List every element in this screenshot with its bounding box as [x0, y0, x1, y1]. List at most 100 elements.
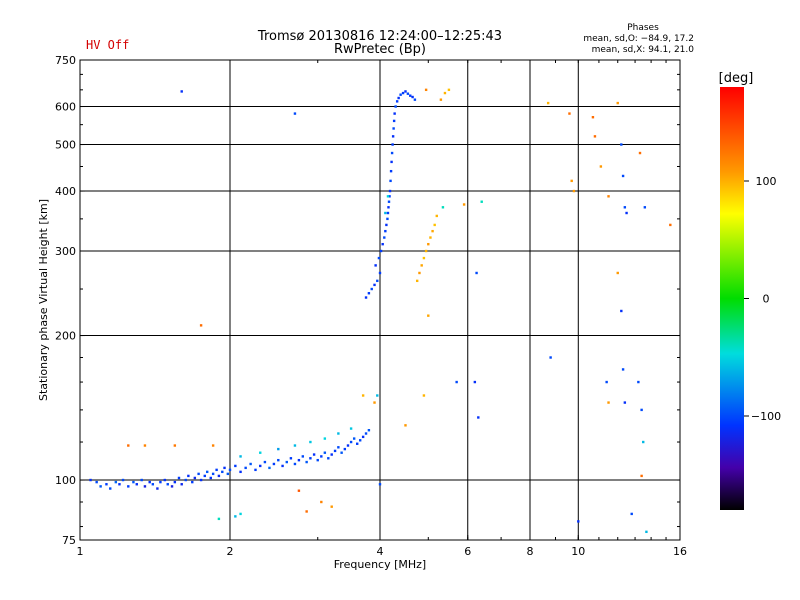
data-point [312, 453, 316, 456]
phases-o-stats: mean, sd,O: −84.9, 17.2 [583, 34, 694, 44]
data-point [427, 314, 430, 317]
data-point [135, 483, 138, 486]
data-point [621, 174, 625, 178]
data-point [443, 91, 447, 95]
x-tick-label: 8 [527, 545, 534, 558]
data-point [455, 380, 458, 384]
data-point [386, 211, 390, 215]
data-point [620, 309, 623, 313]
x-tick-label: 4 [377, 545, 384, 558]
data-point [435, 214, 438, 218]
colorbar-tick-label: 0 [763, 293, 770, 306]
data-point [413, 98, 417, 101]
data-point [385, 223, 388, 227]
data-point [391, 135, 395, 138]
data-point [370, 287, 373, 291]
data-point [374, 264, 377, 267]
data-point [156, 487, 159, 490]
x-tick-label: 6 [464, 545, 471, 558]
data-point [211, 444, 215, 447]
data-point [327, 457, 330, 460]
data-point [623, 206, 627, 209]
y-tick-label: 600 [55, 101, 76, 114]
colorbar-ticks: 100 0 −100 [744, 175, 781, 423]
data-point [140, 478, 143, 482]
data-point [170, 485, 174, 488]
y-tick-label: 500 [55, 139, 76, 152]
data-point [297, 458, 301, 462]
data-point [373, 283, 376, 287]
data-point [630, 512, 633, 516]
data-point [383, 236, 386, 239]
data-point [323, 437, 327, 440]
data-point [109, 487, 112, 490]
data-point [637, 380, 640, 384]
y-tick-label: 300 [55, 245, 76, 258]
data-point [367, 292, 371, 295]
data-point [376, 279, 379, 283]
data-point [289, 457, 293, 460]
data-point [330, 505, 333, 508]
data-point [277, 458, 280, 462]
data-point [379, 249, 383, 253]
hv-status: HV Off [86, 38, 129, 52]
data-point [424, 249, 428, 253]
x-tick-label: 1 [77, 545, 84, 558]
data-point [367, 429, 371, 432]
colorbar-tick-label: −100 [751, 410, 781, 423]
data-point [623, 401, 627, 404]
data-point [180, 483, 183, 486]
data-point [187, 474, 190, 478]
data-point [89, 478, 92, 482]
data-point [392, 119, 396, 123]
data-point [570, 179, 573, 183]
data-point [293, 462, 297, 466]
x-axis-ticks: 1 2 4 6 8 10 16 [77, 60, 687, 558]
data-point [349, 427, 353, 430]
data-point [199, 324, 203, 327]
data-point [352, 437, 356, 440]
data-point [337, 446, 340, 449]
data-point [616, 101, 619, 105]
y-axis-label: Stationary phase Virtual Height [km] [37, 199, 50, 401]
chart-subtitle: RwPretec (Bp) [334, 42, 426, 57]
y-axis-ticks: 75 100 200 300 400 500 600 750 [55, 54, 680, 547]
data-point [401, 91, 405, 95]
data-point [343, 447, 347, 451]
data-point [429, 236, 432, 239]
data-point [406, 92, 410, 95]
data-point [439, 98, 443, 101]
data-point [272, 462, 276, 466]
data-point [95, 480, 98, 484]
data-point [320, 500, 323, 504]
chart-title: Tromsø 20130816 12:24:00–12:25:43 [257, 29, 502, 44]
data-point [173, 444, 177, 447]
data-point [392, 127, 395, 130]
data-point [305, 510, 308, 513]
data-point [475, 271, 478, 275]
data-point [625, 211, 628, 215]
data-point [349, 440, 353, 444]
y-tick-label: 750 [55, 54, 76, 67]
data-point [378, 483, 382, 486]
data-point [217, 517, 221, 521]
data-point [427, 242, 430, 246]
data-point [121, 478, 125, 482]
data-point [409, 94, 412, 97]
data-point [293, 112, 297, 115]
data-point [209, 476, 212, 480]
data-point [305, 460, 308, 464]
data-point [387, 200, 391, 203]
data-point [180, 90, 183, 93]
data-point [621, 368, 625, 371]
data-point [376, 394, 379, 397]
data-point [433, 223, 436, 227]
colorbar-label: [deg] [719, 71, 754, 86]
data-point [285, 460, 288, 464]
data-point [422, 256, 426, 260]
data-point [281, 464, 284, 468]
data-point [422, 394, 426, 397]
data-point [203, 474, 206, 478]
data-point [381, 242, 384, 246]
